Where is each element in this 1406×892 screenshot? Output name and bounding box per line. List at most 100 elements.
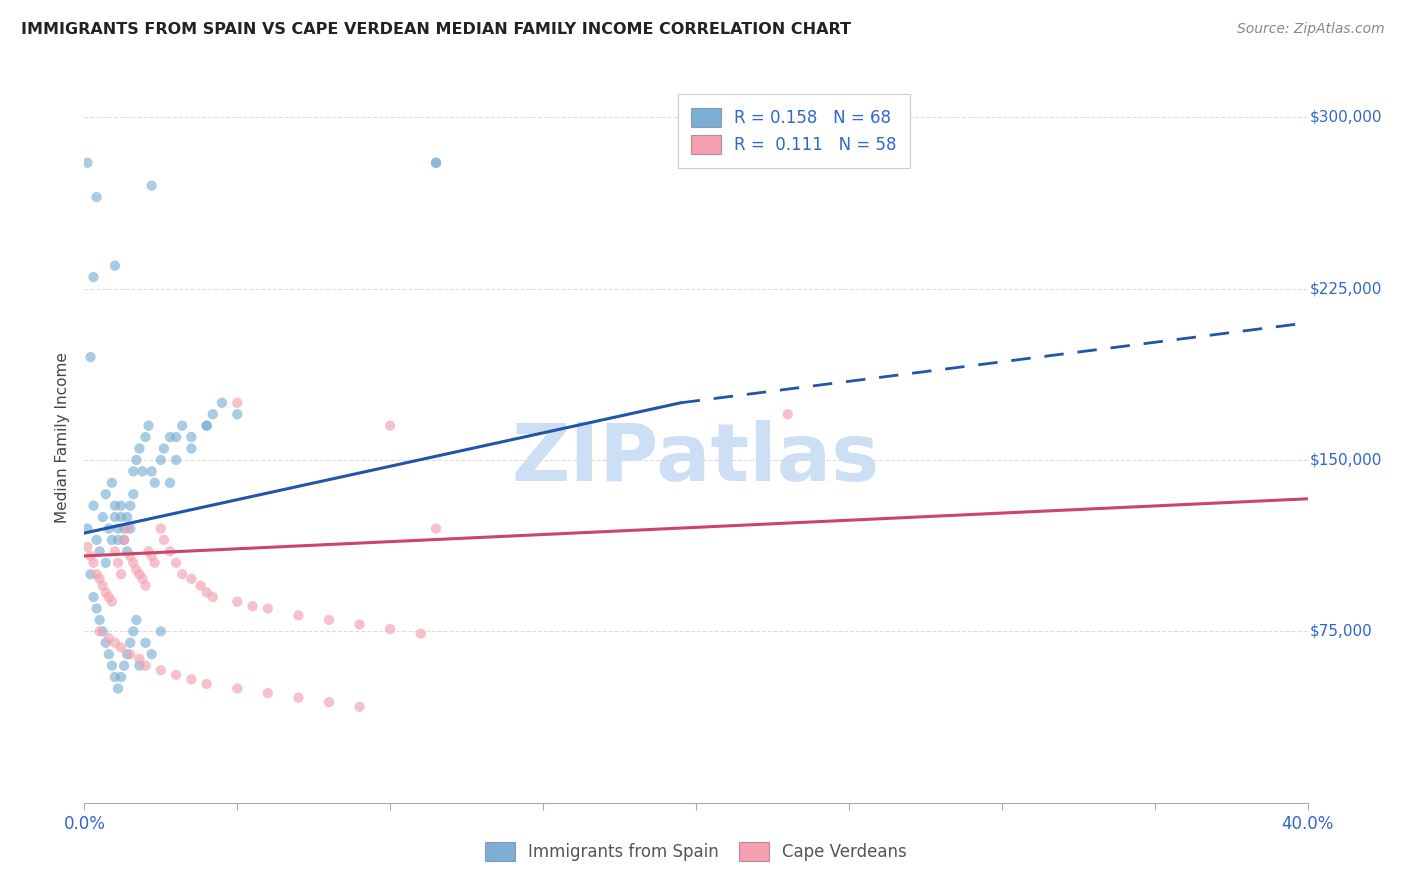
Point: [138, 418, 160, 433]
Point: [110, 640, 132, 655]
Point: [165, 667, 187, 681]
Point: [122, 624, 145, 639]
Point: [97, 590, 120, 604]
Text: $225,000: $225,000: [1310, 281, 1382, 296]
Point: [776, 407, 799, 421]
Point: [83, 590, 105, 604]
Point: [201, 590, 224, 604]
Point: [172, 567, 194, 582]
Point: [115, 647, 138, 661]
Point: [380, 622, 402, 636]
Point: [128, 658, 150, 673]
Point: [83, 556, 105, 570]
Point: [190, 579, 212, 593]
Point: [135, 636, 157, 650]
Point: [201, 407, 224, 421]
Point: [172, 418, 194, 433]
Point: [115, 544, 138, 558]
Point: [79, 549, 101, 563]
Point: [318, 613, 340, 627]
Point: [104, 636, 127, 650]
Point: [94, 585, 117, 599]
Point: [149, 663, 172, 677]
Point: [141, 549, 163, 563]
Point: [125, 453, 148, 467]
Point: [131, 464, 153, 478]
Point: [425, 521, 447, 535]
Point: [125, 563, 148, 577]
Point: [94, 556, 117, 570]
Point: [112, 533, 135, 547]
Point: [86, 533, 108, 547]
Point: [128, 567, 150, 582]
Point: [104, 670, 127, 684]
Point: [195, 677, 218, 691]
Point: [159, 544, 181, 558]
Point: [226, 396, 249, 410]
Point: [94, 636, 117, 650]
Point: [141, 647, 163, 661]
Point: [257, 686, 280, 700]
Point: [107, 521, 129, 535]
Text: $150,000: $150,000: [1310, 452, 1382, 467]
Point: [141, 178, 163, 193]
Point: [101, 533, 124, 547]
Point: [97, 647, 120, 661]
Point: [86, 601, 108, 615]
Point: [195, 418, 218, 433]
Point: [107, 556, 129, 570]
Point: [110, 510, 132, 524]
Point: [242, 599, 264, 614]
Point: [83, 499, 105, 513]
Point: [425, 155, 447, 169]
Point: [104, 544, 127, 558]
Point: [125, 613, 148, 627]
Text: IMMIGRANTS FROM SPAIN VS CAPE VERDEAN MEDIAN FAMILY INCOME CORRELATION CHART: IMMIGRANTS FROM SPAIN VS CAPE VERDEAN ME…: [21, 22, 851, 37]
Point: [115, 510, 138, 524]
Point: [79, 350, 101, 364]
Point: [226, 681, 249, 696]
Point: [149, 624, 172, 639]
Point: [120, 647, 142, 661]
Point: [110, 499, 132, 513]
Point: [131, 572, 153, 586]
Point: [110, 670, 132, 684]
Point: [97, 521, 120, 535]
Point: [135, 430, 157, 444]
Point: [110, 567, 132, 582]
Point: [141, 464, 163, 478]
Point: [112, 533, 135, 547]
Point: [149, 521, 172, 535]
Point: [287, 690, 309, 705]
Point: [195, 418, 218, 433]
Point: [122, 464, 145, 478]
Text: Source: ZipAtlas.com: Source: ZipAtlas.com: [1237, 22, 1385, 37]
Point: [180, 442, 202, 456]
Text: $300,000: $300,000: [1310, 110, 1382, 125]
Point: [112, 658, 135, 673]
Point: [89, 613, 111, 627]
Point: [120, 521, 142, 535]
Point: [143, 475, 166, 490]
Point: [153, 442, 176, 456]
Point: [76, 540, 98, 554]
Point: [101, 594, 124, 608]
Point: [86, 190, 108, 204]
Point: [107, 681, 129, 696]
Point: [425, 155, 447, 169]
Point: [180, 430, 202, 444]
Point: [135, 579, 157, 593]
Text: $75,000: $75,000: [1310, 624, 1372, 639]
Point: [138, 544, 160, 558]
Point: [128, 652, 150, 666]
Point: [153, 533, 176, 547]
Y-axis label: Median Family Income: Median Family Income: [55, 351, 70, 523]
Point: [195, 585, 218, 599]
Text: ZIPatlas: ZIPatlas: [512, 420, 880, 498]
Point: [211, 396, 233, 410]
Point: [94, 487, 117, 501]
Point: [226, 594, 249, 608]
Point: [120, 636, 142, 650]
Point: [89, 624, 111, 639]
Point: [380, 418, 402, 433]
